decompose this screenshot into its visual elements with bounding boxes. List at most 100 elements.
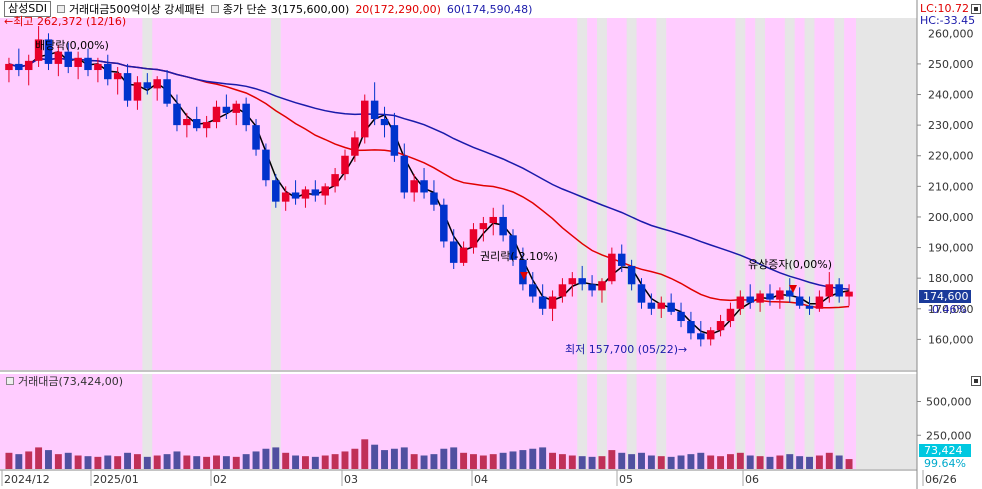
candle-body xyxy=(34,39,43,61)
candle-body xyxy=(756,293,764,303)
volume-bar xyxy=(667,456,675,469)
volume-bar xyxy=(766,456,774,469)
volume-panel-menu-button[interactable] xyxy=(971,376,981,386)
candle-body xyxy=(805,305,814,309)
candle-body xyxy=(311,189,320,196)
candle-body xyxy=(548,296,557,309)
candle-body xyxy=(291,192,300,199)
volume-bar xyxy=(203,456,211,469)
volume-bar xyxy=(104,455,112,469)
hc-readout: HC:-33.45 xyxy=(920,14,975,27)
nonpattern-band xyxy=(804,18,815,370)
pattern-toggle-icon[interactable] xyxy=(56,5,65,13)
current-volume-pct: 99.64% xyxy=(924,457,966,470)
volume-bar xyxy=(549,452,557,469)
volume-bar xyxy=(440,448,448,469)
high-price-annotation: ←최고 262,372 (12/16) xyxy=(4,15,126,28)
future-area xyxy=(856,18,917,370)
price-tick-label: 240,000 xyxy=(928,89,974,102)
volume-bar xyxy=(687,454,695,469)
volume-legend-label: 거래대금(73,424,00) xyxy=(18,375,124,388)
volume-bar xyxy=(331,454,339,469)
volume-toggle-icon[interactable] xyxy=(6,377,14,385)
volume-bar xyxy=(796,456,804,469)
candle-body xyxy=(54,51,63,64)
volume-bar xyxy=(410,454,418,469)
candle-body xyxy=(509,235,517,260)
volume-bar xyxy=(301,456,309,469)
volume-bar xyxy=(183,455,191,469)
volume-bar xyxy=(529,448,537,469)
nonpattern-band xyxy=(142,374,153,469)
nonpattern-band xyxy=(755,374,766,469)
volume-bar xyxy=(806,456,813,469)
ma3-label: 3(175,600,00) xyxy=(270,2,350,16)
volume-bar xyxy=(390,448,398,469)
volume-bar xyxy=(519,450,527,469)
volume-bar xyxy=(282,452,290,469)
candle-body xyxy=(667,302,675,312)
price-tick-label: 200,000 xyxy=(928,211,974,224)
price-tick-label: 170,000 xyxy=(928,303,974,316)
price-panel-menu-button[interactable] xyxy=(971,4,981,14)
candle-body xyxy=(479,223,488,230)
candle-body xyxy=(608,253,616,282)
volume-bar xyxy=(470,454,477,469)
date-tick-label: 05 xyxy=(619,473,633,486)
low-price-annotation: 최저 157,700 (05/22)→ xyxy=(565,343,687,356)
candle-body xyxy=(499,216,507,236)
candle-body xyxy=(361,100,369,138)
candle-body xyxy=(469,229,478,248)
volume-bar xyxy=(638,452,645,469)
volume-bar xyxy=(114,456,122,469)
price-tick-label: 180,000 xyxy=(928,272,974,285)
candle-body xyxy=(845,291,853,297)
volume-bar xyxy=(756,456,764,469)
candle-body xyxy=(301,189,310,199)
volume-bar xyxy=(341,451,349,469)
ma60-label: 60(174,590,48) xyxy=(446,2,533,16)
volume-bar xyxy=(539,447,547,469)
candle-body xyxy=(677,311,685,322)
price-tick-label: 190,000 xyxy=(928,242,974,255)
candle-body xyxy=(440,204,448,242)
volume-bar xyxy=(232,456,240,469)
nonpattern-band xyxy=(735,18,746,370)
ma-toggle-icon[interactable] xyxy=(210,5,219,13)
ma60-line xyxy=(8,57,850,290)
chart-legend-bar: 삼성SDI 거래대금500억이상 강세패턴 종가 단순 3(175,600,00… xyxy=(0,0,910,18)
candle-body xyxy=(123,73,132,101)
volume-bar xyxy=(618,452,626,469)
volume-bar xyxy=(657,456,665,469)
nonpattern-band xyxy=(784,18,795,370)
candle-body xyxy=(163,79,171,104)
volume-bar xyxy=(5,452,13,469)
pattern-label[interactable]: 거래대금500억이상 강세패턴 xyxy=(68,3,205,16)
candle-body xyxy=(5,63,13,71)
volume-bar xyxy=(143,456,151,469)
volume-bar xyxy=(361,439,369,469)
nonpattern-band xyxy=(142,18,153,370)
stock-name-selector[interactable]: 삼성SDI xyxy=(4,1,51,17)
candle-body xyxy=(588,284,596,291)
volume-bar xyxy=(835,455,843,469)
volume-bar xyxy=(499,452,507,469)
candle-body xyxy=(262,149,270,181)
volume-bar xyxy=(252,451,260,469)
ma-type-label[interactable]: 종가 단순 xyxy=(222,3,267,16)
candle-body xyxy=(815,296,824,309)
current-price-label: 174,600 xyxy=(923,290,969,303)
rights-arrow-icon xyxy=(520,272,528,280)
volume-bar xyxy=(845,459,853,469)
volume-bar xyxy=(450,447,458,469)
candle-body xyxy=(637,284,646,303)
nonpattern-band xyxy=(834,374,845,469)
candle-body xyxy=(558,284,567,297)
candle-body xyxy=(657,302,666,309)
rights-annotation: 권리락(-2.10%) xyxy=(480,250,558,263)
candle-body xyxy=(331,174,339,187)
current-volume-box xyxy=(919,444,971,457)
volume-bar xyxy=(124,452,132,469)
candle-body xyxy=(736,296,745,309)
